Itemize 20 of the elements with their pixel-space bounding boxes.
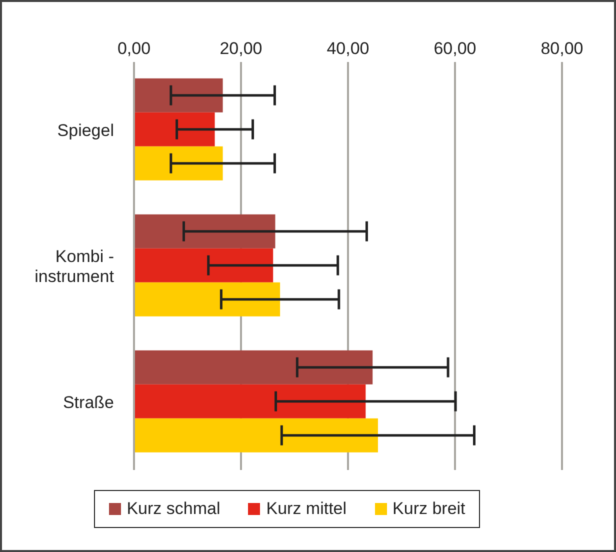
y-tick-label: Spiegel [57, 120, 114, 140]
x-tick-label: 40,00 [326, 39, 370, 58]
bar [134, 112, 215, 146]
legend-label: Kurz breit [392, 499, 466, 519]
bar [134, 146, 223, 180]
bar [134, 78, 223, 112]
bar [134, 214, 276, 248]
x-tick-label: 60,00 [434, 39, 476, 58]
x-tick-label: 20,00 [220, 39, 262, 58]
bar [134, 248, 274, 282]
legend-label: Kurz mittel [266, 499, 347, 519]
x-tick-label: 80,00 [540, 39, 584, 58]
x-tick-label: 0,00 [117, 39, 151, 58]
bar [134, 384, 366, 418]
y-tick-label: Kombi - instrument [34, 246, 114, 286]
bar [134, 418, 378, 452]
y-tick-label: Straße [62, 392, 114, 412]
legend-label: Kurz schmal [126, 499, 220, 519]
bar [134, 350, 373, 384]
bar [134, 282, 280, 316]
